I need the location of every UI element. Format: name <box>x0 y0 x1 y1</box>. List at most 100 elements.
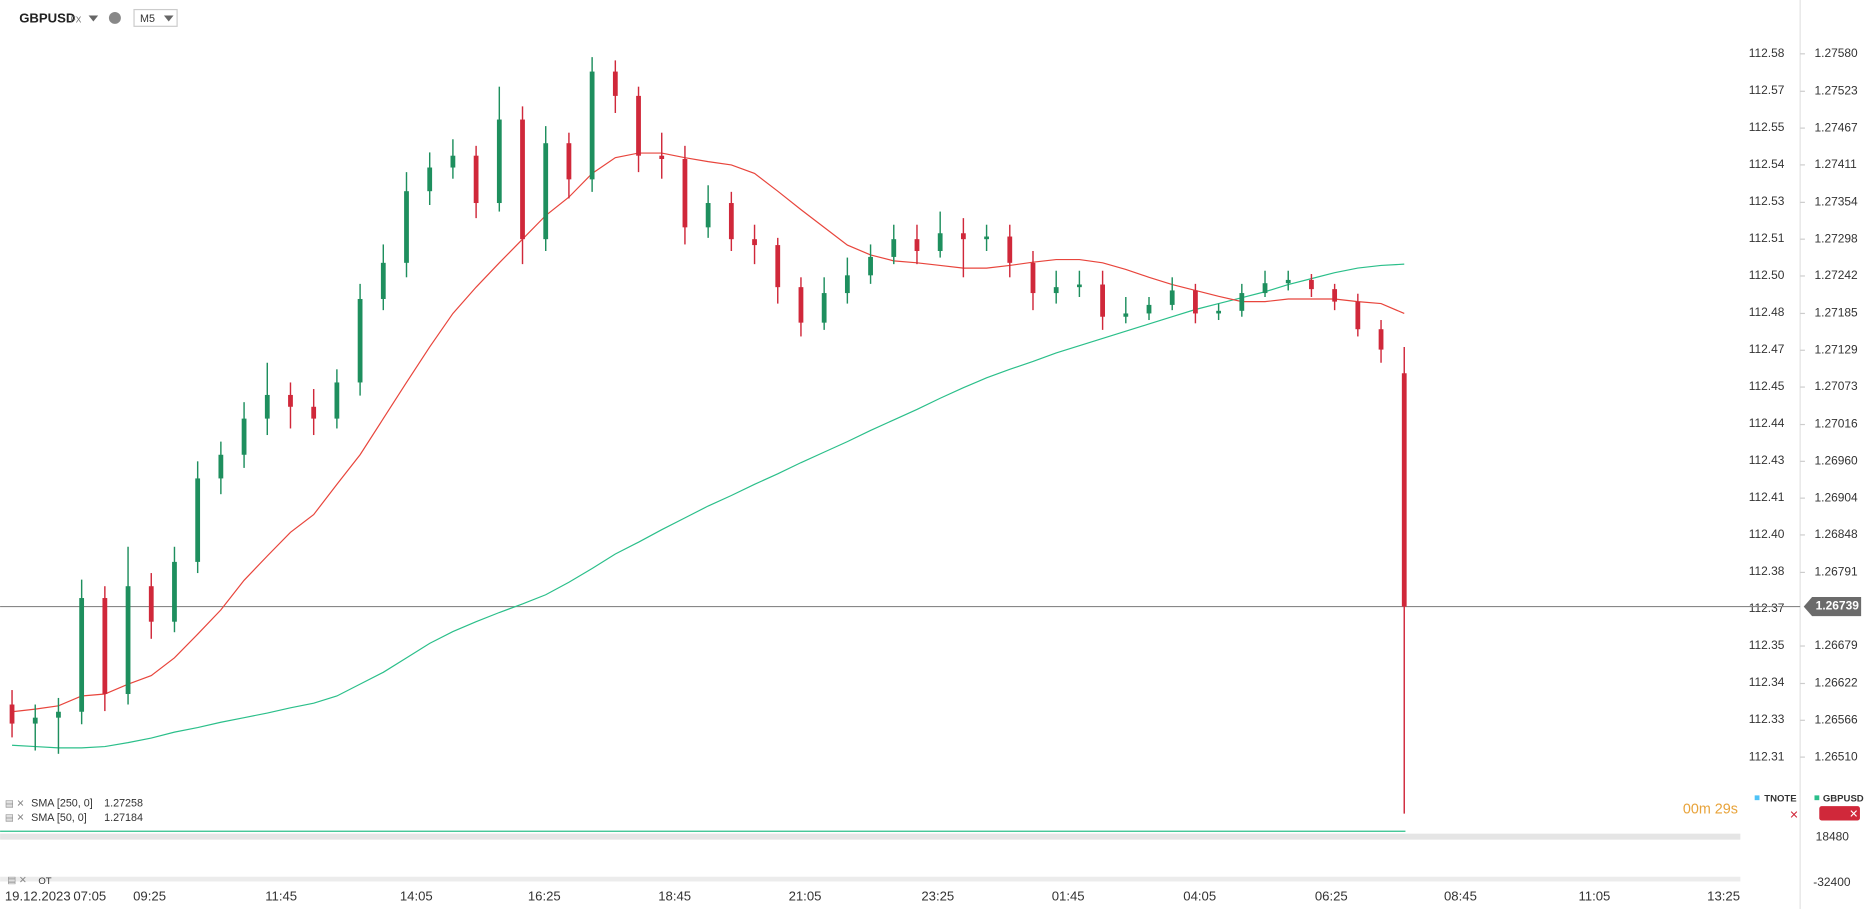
candle-body <box>172 561 177 622</box>
legend-icons[interactable]: ▤ ✕ <box>5 813 25 824</box>
left-axis-label: 112.40 <box>1749 527 1785 541</box>
y-tick-label: 1.27073 <box>1814 379 1858 393</box>
market: FX <box>71 15 82 25</box>
candle-body <box>543 143 549 240</box>
candle-body <box>844 275 850 294</box>
candle-body <box>728 203 734 240</box>
candle-body <box>473 155 479 204</box>
candle-body <box>636 95 641 156</box>
left-axis-label: 112.54 <box>1749 157 1785 171</box>
x-tick-label: 01:45 <box>1052 889 1085 904</box>
candle-body <box>1193 290 1198 314</box>
y-tick-label: 1.27185 <box>1814 306 1858 320</box>
candle-body <box>1146 304 1152 314</box>
candle-body <box>798 287 804 323</box>
y-tick-label: 1.26848 <box>1814 527 1858 541</box>
left-axis-label: 112.47 <box>1749 342 1785 356</box>
close-button[interactable] <box>1819 806 1860 821</box>
y-tick-label: 1.27016 <box>1814 417 1858 431</box>
candle-body <box>682 158 688 228</box>
candle-body <box>241 418 247 455</box>
candle-body <box>520 119 525 240</box>
candle-body <box>9 704 15 724</box>
x-tick-label: 09:25 <box>133 889 166 904</box>
candle-body <box>752 239 757 246</box>
candle-body <box>566 143 572 180</box>
x-tick-label: 13:25 <box>1707 889 1740 904</box>
left-axis-label: 112.50 <box>1749 268 1785 282</box>
countdown: 00m 29s <box>1683 802 1738 818</box>
x-tick-label: 11:05 <box>1578 889 1610 904</box>
candle-body <box>1216 310 1222 314</box>
y-tick-label: 1.27580 <box>1814 46 1858 60</box>
x-tick-label: 23:25 <box>921 889 954 904</box>
candle-body <box>334 382 340 419</box>
y-tick-label: 1.27411 <box>1814 157 1857 171</box>
y-tick-label: 1.26679 <box>1814 638 1858 652</box>
legend-name: SMA [50, 0] <box>31 812 87 824</box>
legend-name: SMA [250, 0] <box>31 798 93 810</box>
left-axis-label: 112.55 <box>1749 120 1785 134</box>
symbol-dropdown[interactable] <box>88 15 99 22</box>
remove-icon[interactable]: ✕ <box>1789 810 1798 822</box>
left-axis-label: 112.34 <box>1749 675 1785 689</box>
candle-body <box>589 71 595 180</box>
instrument: TNOTE <box>1764 793 1796 804</box>
legend-value: 1.27184 <box>104 812 143 824</box>
candle-body <box>1077 284 1082 288</box>
y-tick-label: 1.26904 <box>1814 490 1858 504</box>
candle-body <box>1030 262 1036 294</box>
candle-body <box>1239 293 1245 311</box>
candle-body <box>1378 329 1384 350</box>
candle-body <box>311 406 317 419</box>
left-axis-label: 112.44 <box>1749 416 1785 430</box>
symbol[interactable]: GBPUSD <box>19 11 75 26</box>
candle-body <box>218 454 224 479</box>
y-tick-label: 1.27354 <box>1814 195 1858 209</box>
candle-body <box>1285 279 1291 284</box>
x-tick-label: 06:25 <box>1315 889 1348 904</box>
legend-icons[interactable]: ▤ ✕ <box>5 798 25 809</box>
candle-body <box>1007 236 1013 263</box>
timeframe: M5 <box>140 13 155 25</box>
tnote-swatch <box>1754 795 1760 801</box>
price-tag <box>1803 597 1862 617</box>
left-axis-label: 112.31 <box>1749 749 1785 763</box>
left-axis-label: 112.51 <box>1749 231 1785 245</box>
timeframe-arrow <box>163 15 174 22</box>
y-tick-label: 1.26622 <box>1814 676 1858 690</box>
candle-body <box>868 256 873 276</box>
left-axis-label: 112.35 <box>1749 638 1785 652</box>
left-axis-label: 112.58 <box>1749 46 1785 60</box>
y-tick-label: 1.27242 <box>1814 268 1858 282</box>
left-axis-label: 112.53 <box>1749 194 1785 208</box>
candle-body <box>937 233 943 252</box>
left-axis-label: 112.48 <box>1749 305 1785 319</box>
candle-body <box>288 394 293 407</box>
left-axis-label: 112.33 <box>1749 712 1785 726</box>
candle-body <box>984 236 989 240</box>
candle-body <box>775 245 781 288</box>
y-tick-label: 1.27129 <box>1814 342 1858 356</box>
x-tick-label: 18:45 <box>658 889 691 904</box>
candle-body <box>821 293 827 323</box>
indicator-axis-label: -32400 <box>1813 875 1851 889</box>
candle-body <box>32 717 38 724</box>
y-tick-label: 1.26791 <box>1814 565 1858 579</box>
candle-body <box>102 598 108 695</box>
left-axis-label: 112.43 <box>1749 453 1785 467</box>
left-axis-label: 112.41 <box>1749 490 1785 504</box>
timeframe-select[interactable] <box>133 8 178 27</box>
left-axis-label: 112.57 <box>1749 83 1785 97</box>
candle-body <box>264 394 270 419</box>
info-icon[interactable] <box>108 11 121 24</box>
indicator-icons[interactable]: ▤ ✕ <box>7 875 27 886</box>
indicator-bar <box>0 876 1741 882</box>
sma-line <box>12 263 1405 749</box>
x-tick-label: 16:25 <box>528 889 561 904</box>
panel-divider <box>0 833 1741 840</box>
candle-body <box>705 203 711 228</box>
candle-body <box>148 586 154 622</box>
